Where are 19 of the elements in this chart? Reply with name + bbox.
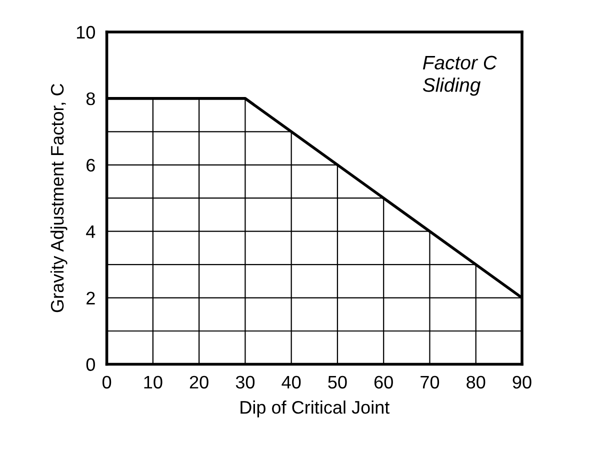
x-tick-label: 70 [420, 376, 440, 389]
y-tick-label: 6 [86, 158, 95, 172]
y-axis-title: Gravity Adjustment Factor, C [50, 84, 68, 312]
x-tick-label: 50 [328, 376, 347, 389]
x-tick-label: 30 [236, 376, 255, 389]
x-tick-label: 10 [144, 376, 162, 389]
x-tick-label: 60 [374, 376, 393, 389]
y-tick-label: 4 [86, 225, 96, 238]
y-tick-label: 0 [86, 358, 95, 371]
annotation: Factor C Sliding [422, 56, 498, 96]
x-tick-label: 20 [190, 376, 208, 389]
x-axis-title: Dip of Critical Joint [240, 400, 390, 418]
y-tick-label: 8 [86, 92, 95, 106]
x-tick-label: 40 [282, 376, 301, 389]
x-tick-label: 0 [102, 376, 112, 389]
y-tick-label: 2 [86, 292, 95, 304]
y-tick-label: 10 [76, 26, 95, 39]
x-tick-label: 80 [466, 376, 486, 389]
x-tick-label: 90 [512, 376, 532, 389]
